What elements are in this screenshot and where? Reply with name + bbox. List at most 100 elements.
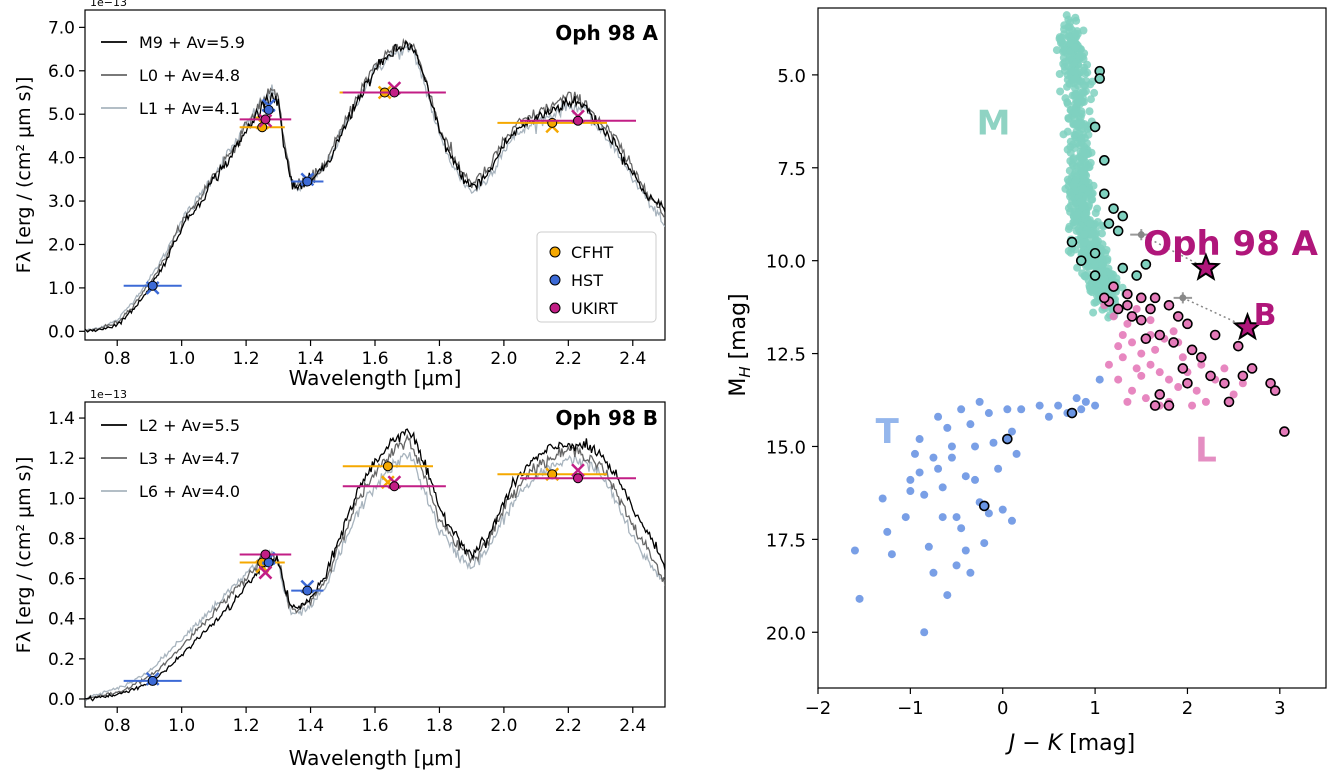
l-dwarf-point bbox=[1137, 372, 1145, 380]
young-object-point bbox=[1188, 345, 1197, 354]
m-dwarf-point bbox=[1090, 89, 1098, 97]
y-tick-label: 5.0 bbox=[777, 66, 806, 87]
legend-label: L3 + Av=4.7 bbox=[139, 449, 240, 468]
m-dwarf-point bbox=[1089, 286, 1097, 294]
t-dwarf-point bbox=[916, 435, 924, 443]
x-tick-label: 1.0 bbox=[168, 349, 195, 369]
m-dwarf-point bbox=[1082, 177, 1090, 185]
legend-label: L0 + Av=4.8 bbox=[139, 66, 240, 85]
panel-oph98b: 0.8 1.0 1.2 1.4 1.6 1.8 2.0 2.2 2.40.00.20.40.60… bbox=[13, 388, 665, 770]
young-object-point bbox=[1137, 293, 1146, 302]
y-axis-label-cmd: MH [mag] bbox=[726, 293, 754, 396]
x-tick-label: −1 bbox=[897, 698, 924, 719]
x-tick-label: 2.2 bbox=[555, 349, 582, 369]
t-dwarf-point bbox=[985, 409, 993, 417]
t-dwarf-point bbox=[966, 420, 974, 428]
companion-label-a: Oph 98 A bbox=[1143, 224, 1318, 264]
m-dwarf-point bbox=[1080, 170, 1088, 178]
young-object-point bbox=[1137, 316, 1146, 325]
young-object-point bbox=[1118, 212, 1127, 221]
l-dwarf-point bbox=[1156, 368, 1164, 376]
l-dwarf-point bbox=[1147, 316, 1155, 324]
t-dwarf-point bbox=[1096, 376, 1104, 384]
t-dwarf-point bbox=[966, 569, 974, 577]
t-dwarf-point bbox=[929, 569, 937, 577]
l-dwarf-point bbox=[1193, 387, 1201, 395]
m-dwarf-point bbox=[1075, 129, 1083, 137]
legend-label: L6 + Av=4.0 bbox=[139, 482, 240, 501]
young-object-point bbox=[1225, 397, 1234, 406]
m-dwarf-point bbox=[1075, 112, 1083, 120]
t-dwarf-point bbox=[879, 494, 887, 502]
x-axis-label-b: Wavelength [μm] bbox=[289, 746, 462, 770]
m-dwarf-point bbox=[1064, 16, 1072, 24]
x-tick-label: 0.8 bbox=[104, 716, 131, 736]
x-tick-label: 2.4 bbox=[619, 716, 646, 736]
photometry-point bbox=[303, 177, 312, 186]
t-dwarf-point bbox=[989, 439, 997, 447]
x-tick-label: 0 bbox=[997, 698, 1008, 719]
m-dwarf-point bbox=[1065, 80, 1073, 88]
x-tick-label: 1.2 bbox=[233, 716, 260, 736]
m-dwarf-point bbox=[1064, 128, 1072, 136]
t-dwarf-point bbox=[856, 595, 864, 603]
young-object-point bbox=[1141, 334, 1150, 343]
young-object-point bbox=[1091, 271, 1100, 280]
t-dwarf-point bbox=[925, 543, 933, 551]
y-tick-label: 6.0 bbox=[48, 62, 75, 82]
l-dwarf-point bbox=[1147, 361, 1155, 369]
young-object-point bbox=[1128, 312, 1137, 321]
y-tick-label: 0.0 bbox=[48, 690, 75, 710]
m-dwarf-point bbox=[1077, 163, 1085, 171]
m-dwarf-point bbox=[1089, 309, 1097, 317]
y-tick-label: 1.0 bbox=[48, 489, 75, 509]
l-dwarf-point bbox=[1220, 364, 1228, 372]
young-object-point bbox=[1183, 319, 1192, 328]
chart-title-b: Oph 98 B bbox=[555, 406, 658, 430]
young-object-point bbox=[1164, 401, 1173, 410]
t-dwarf-point bbox=[948, 454, 956, 462]
photometry-point bbox=[574, 116, 583, 125]
t-dwarf-point bbox=[906, 476, 914, 484]
young-object-point bbox=[1123, 290, 1132, 299]
y-tick-label: 15.0 bbox=[766, 437, 806, 458]
young-object-point bbox=[1109, 282, 1118, 291]
l-dwarf-point bbox=[1114, 342, 1122, 350]
x-tick-label: 3 bbox=[1274, 698, 1285, 719]
m-dwarf-point bbox=[1103, 257, 1111, 265]
young-object-point bbox=[1174, 312, 1183, 321]
x-tick-label: 2.4 bbox=[619, 349, 646, 369]
young-object-point bbox=[1248, 364, 1257, 373]
t-dwarf-point bbox=[957, 405, 965, 413]
photometry-point bbox=[303, 586, 312, 595]
young-object-point bbox=[1100, 156, 1109, 165]
x-tick-label: 1.8 bbox=[426, 716, 453, 736]
t-dwarf-point bbox=[999, 506, 1007, 514]
y-tick-label: 7.0 bbox=[48, 18, 75, 38]
spectral-class-label: M bbox=[977, 103, 1011, 143]
photometry-point bbox=[261, 115, 270, 124]
legend-label: UKIRT bbox=[571, 299, 618, 318]
young-object-point bbox=[1091, 249, 1100, 258]
companion-label-b: B bbox=[1254, 298, 1277, 333]
m-dwarf-point bbox=[1066, 188, 1074, 196]
t-dwarf-point bbox=[906, 487, 914, 495]
panel-oph98a: 0.8 1.0 1.2 1.4 1.6 1.8 2.0 2.2 2.40.01.02.03.04… bbox=[13, 0, 665, 390]
young-object-point bbox=[1109, 204, 1118, 213]
t-dwarf-point bbox=[948, 442, 956, 450]
t-dwarf-point bbox=[939, 513, 947, 521]
m-dwarf-point bbox=[1086, 107, 1094, 115]
spectral-class-label: T bbox=[876, 412, 900, 452]
y-tick-label: 5.0 bbox=[48, 105, 75, 125]
legend-marker bbox=[550, 303, 560, 313]
m-dwarf-point bbox=[1087, 159, 1095, 167]
y-tick-label: 12.5 bbox=[766, 345, 806, 366]
young-object-point bbox=[1132, 271, 1141, 280]
companion-gray-point bbox=[1179, 294, 1186, 301]
t-dwarf-point bbox=[1003, 405, 1011, 413]
t-dwarf-point bbox=[1013, 450, 1021, 458]
t-dwarf-point bbox=[1045, 413, 1053, 421]
x-tick-label: −2 bbox=[805, 698, 832, 719]
t-dwarf-point bbox=[1036, 402, 1044, 410]
